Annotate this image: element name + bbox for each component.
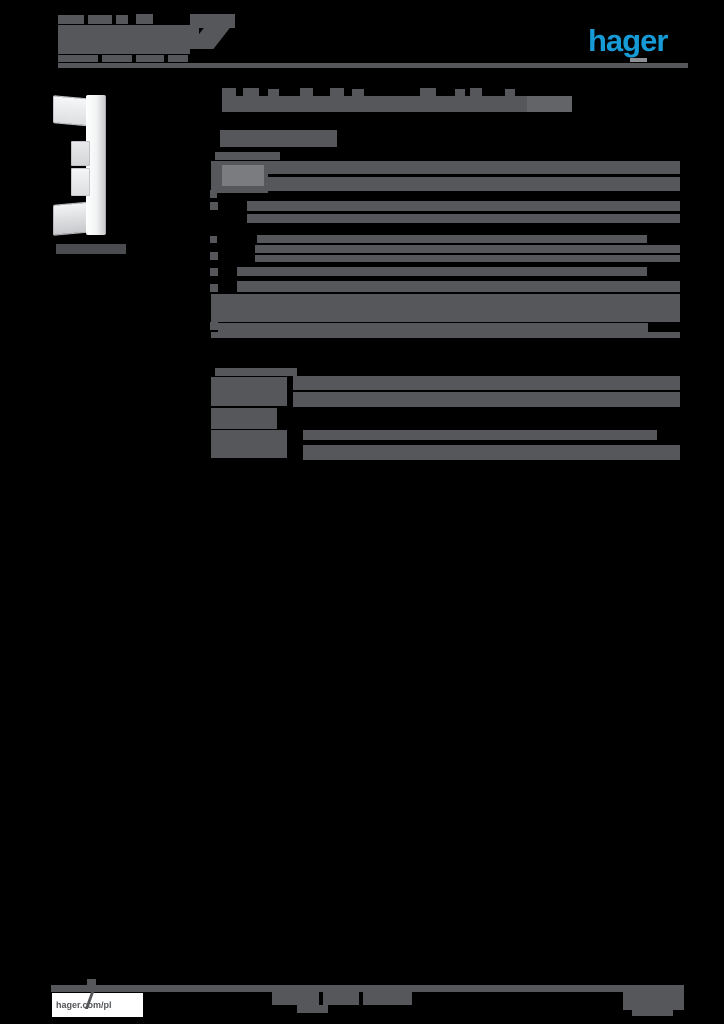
product-title-ascenders bbox=[352, 89, 364, 96]
spec-section2-leftcol bbox=[211, 408, 277, 429]
photo-spine bbox=[86, 95, 106, 235]
spec-section1-bullet bbox=[210, 268, 218, 276]
header-doc-title-fragment bbox=[88, 15, 112, 24]
header-doc-title bbox=[58, 25, 199, 46]
footer-center-text bbox=[323, 991, 359, 1005]
product-title-ascenders bbox=[470, 88, 482, 96]
footer-center-text bbox=[272, 991, 319, 1005]
header-doc-title-fragment bbox=[136, 14, 153, 24]
header-doc-title-fragment bbox=[58, 15, 84, 24]
spec-section2-leftcol bbox=[211, 430, 287, 458]
spec-section1-line bbox=[267, 161, 680, 174]
photo-caption bbox=[56, 244, 126, 254]
spec-section1-line bbox=[267, 177, 680, 191]
footer-slash-fragment bbox=[87, 979, 96, 985]
spec-section1-bullet bbox=[210, 284, 218, 292]
spec-section1-bullet bbox=[210, 252, 218, 260]
product-title-ascenders bbox=[268, 89, 279, 96]
hager-logo: hager bbox=[588, 23, 668, 58]
footer-center-text bbox=[297, 1005, 328, 1013]
footer-url-text: hager.com/pl bbox=[56, 1000, 112, 1010]
header-doc-title-fragment bbox=[190, 14, 235, 28]
product-title-ascenders bbox=[455, 89, 465, 96]
spec-section2-line bbox=[303, 445, 680, 460]
spec-section2-leftcol bbox=[211, 377, 287, 406]
spec-section1-line bbox=[257, 235, 647, 243]
spec-section1-line bbox=[247, 201, 680, 211]
header-doc-smallprint bbox=[168, 55, 188, 62]
photo-tab-upper bbox=[71, 141, 90, 166]
spec-section1-line bbox=[237, 267, 647, 276]
footer-rule bbox=[51, 985, 627, 992]
product-title-ascenders bbox=[505, 89, 515, 96]
photo-tab-lower bbox=[71, 168, 90, 196]
spec-section1-thumb-window bbox=[222, 165, 264, 186]
header-doc-subtitle bbox=[58, 46, 190, 54]
spec-section2-line bbox=[303, 430, 657, 440]
spec-section1-bullet bbox=[210, 322, 218, 330]
spec-section1-line bbox=[255, 245, 680, 253]
footer-center-text bbox=[363, 991, 412, 1005]
spec-section2-label bbox=[215, 368, 297, 376]
page-number-badge bbox=[623, 985, 684, 1010]
page-number-badge bbox=[632, 1010, 673, 1016]
spec-section1-line bbox=[247, 214, 680, 223]
header-doc-title-fragment bbox=[116, 15, 128, 24]
footer-url-plate: hager.com/pl bbox=[52, 993, 143, 1017]
product-title-ascenders bbox=[300, 88, 313, 96]
logo-subline bbox=[630, 58, 647, 62]
header-doc-smallprint bbox=[102, 55, 132, 62]
header-doc-smallprint bbox=[58, 55, 98, 62]
product-title bbox=[222, 96, 527, 112]
header-doc-smallprint bbox=[136, 55, 164, 62]
product-title-ascenders bbox=[420, 88, 436, 96]
spec-section1-bullet bbox=[210, 190, 217, 198]
spec-section1-line bbox=[211, 332, 680, 338]
spec-section1-line bbox=[255, 255, 680, 262]
spec-section1-line bbox=[218, 323, 648, 332]
spec-section1-line bbox=[237, 281, 680, 292]
header-rule bbox=[58, 63, 688, 68]
product-photo bbox=[53, 95, 106, 236]
spec-section1-bullet bbox=[210, 202, 218, 210]
spec-section2-line bbox=[293, 376, 680, 390]
spec-section1-label bbox=[215, 152, 280, 160]
spec-section2-line bbox=[293, 392, 680, 407]
spec-section1-line bbox=[211, 294, 680, 322]
spec-section1-bullet bbox=[210, 236, 217, 243]
product-title-ascenders bbox=[243, 88, 259, 96]
product-title-ascenders bbox=[222, 88, 236, 96]
product-subtitle bbox=[220, 130, 337, 147]
product-title-ascenders bbox=[330, 88, 344, 96]
product-title bbox=[527, 96, 572, 112]
